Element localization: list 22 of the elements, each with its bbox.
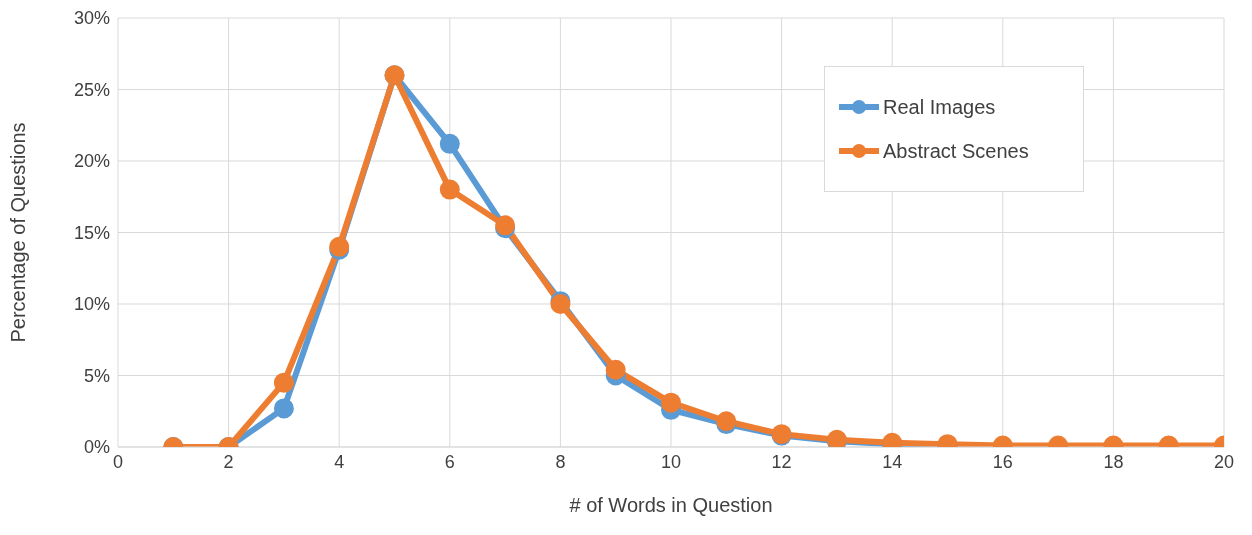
x-tick-label: 18 xyxy=(1103,451,1124,472)
x-tick-label: 12 xyxy=(771,451,792,472)
y-axis-title: Percentage of Questions xyxy=(7,122,30,343)
y-tick-label: 15% xyxy=(73,222,110,243)
x-tick-label: 4 xyxy=(334,451,345,472)
y-tick-label: 25% xyxy=(73,79,110,100)
legend-label: Real Images xyxy=(883,95,996,119)
x-tick-label: 10 xyxy=(660,451,682,472)
x-tick-label: 16 xyxy=(992,451,1013,472)
y-tick-label: 30% xyxy=(73,8,110,29)
x-tick-label: 2 xyxy=(223,451,234,472)
x-axis-title: # of Words in Question xyxy=(569,494,773,516)
x-tick-label: 8 xyxy=(555,451,566,472)
x-tick-label: 6 xyxy=(444,451,455,472)
x-tick-label: 0 xyxy=(112,451,124,472)
y-tick-label: 10% xyxy=(73,294,110,315)
y-tick-label: 20% xyxy=(73,151,110,172)
legend-label: Abstract Scenes xyxy=(883,139,1029,163)
x-tick-label: 14 xyxy=(882,451,903,472)
y-tick-label: 0% xyxy=(83,437,110,458)
y-tick-label: 5% xyxy=(83,365,110,386)
x-tick-label: 20 xyxy=(1213,451,1235,472)
